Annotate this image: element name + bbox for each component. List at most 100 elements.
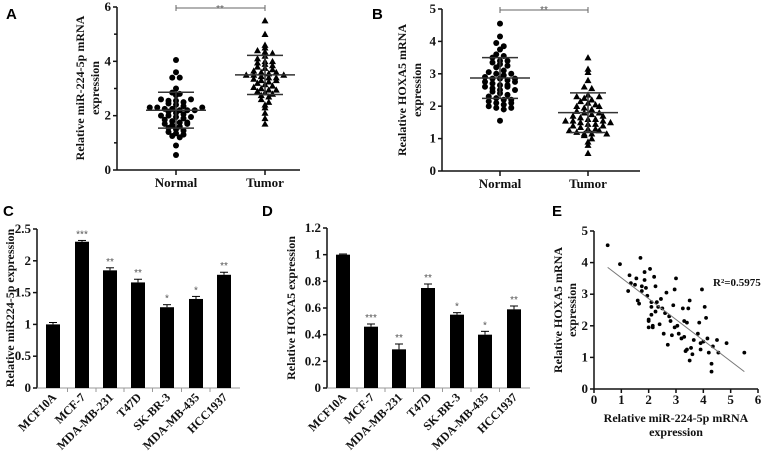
e-point bbox=[704, 316, 708, 320]
b-point-normal bbox=[500, 101, 507, 108]
b-point-normal bbox=[504, 62, 511, 69]
a-point-tumor bbox=[261, 120, 269, 127]
a-point-normal bbox=[173, 85, 179, 92]
a-point-normal bbox=[176, 74, 183, 81]
e-ylabel-line2: expression bbox=[565, 283, 579, 337]
e-point bbox=[697, 320, 702, 325]
b-point-tumor bbox=[584, 149, 592, 156]
b-point-tumor bbox=[573, 102, 581, 109]
c-significance: ** bbox=[220, 261, 228, 272]
b-point-tumor bbox=[580, 94, 588, 101]
b-point-normal bbox=[504, 91, 511, 98]
a-point-normal bbox=[199, 104, 206, 111]
c-ylabel: Relative miR224-5p expression bbox=[3, 228, 17, 387]
e-point bbox=[675, 323, 680, 328]
e-point bbox=[698, 347, 703, 352]
b-x-tick-label: Normal bbox=[479, 176, 522, 191]
e-point bbox=[656, 304, 661, 309]
a-point-tumor bbox=[269, 61, 276, 69]
d-significance: * bbox=[483, 320, 487, 331]
panel-label-b: B bbox=[372, 6, 383, 23]
e-x-tick-label: 5 bbox=[727, 392, 734, 407]
e-point bbox=[691, 338, 696, 342]
panel-label-d: D bbox=[262, 203, 273, 220]
c-bar-sk-br-3 bbox=[160, 307, 174, 388]
b-point-tumor bbox=[588, 110, 596, 118]
b-point-tumor bbox=[588, 135, 596, 142]
e-point bbox=[646, 319, 651, 323]
c-y-tick-label: 2.5 bbox=[15, 221, 32, 236]
d-ylabel: Relative HOXA5 expression bbox=[284, 236, 298, 380]
b-y-tick-label: 3 bbox=[430, 66, 437, 81]
b-point-tumor bbox=[577, 118, 584, 126]
d-bar-hcc1937 bbox=[507, 309, 521, 388]
b-point-normal bbox=[493, 99, 500, 106]
e-point bbox=[627, 273, 632, 278]
e-point bbox=[661, 331, 666, 336]
e-point bbox=[605, 243, 610, 248]
d-significance: *** bbox=[365, 313, 377, 324]
e-x-tick-label: 6 bbox=[755, 392, 762, 407]
a-point-normal bbox=[180, 127, 187, 134]
b-point-normal bbox=[500, 96, 507, 103]
e-point bbox=[685, 347, 689, 352]
e-point bbox=[680, 306, 685, 311]
e-point bbox=[653, 309, 658, 314]
a-point-tumor bbox=[257, 72, 265, 80]
b-point-normal bbox=[493, 40, 500, 47]
c-significance: * bbox=[165, 294, 169, 305]
a-point-tumor bbox=[261, 109, 269, 116]
b-point-normal bbox=[489, 59, 496, 66]
b-point-normal bbox=[500, 72, 507, 79]
e-point bbox=[687, 358, 692, 363]
b-point-normal bbox=[493, 104, 500, 111]
b-point-tumor bbox=[577, 97, 584, 105]
e-point bbox=[742, 350, 747, 355]
a-point-normal bbox=[165, 97, 172, 104]
b-point-tumor bbox=[580, 83, 588, 90]
b-point-normal bbox=[504, 82, 511, 89]
a-point-normal bbox=[146, 104, 153, 111]
c-significance: ** bbox=[106, 257, 114, 268]
a-point-tumor bbox=[254, 79, 261, 86]
b-point-normal bbox=[493, 51, 500, 58]
b-point-normal bbox=[504, 77, 511, 84]
b-y-tick-label: 2 bbox=[430, 98, 437, 113]
e-point bbox=[724, 341, 729, 346]
a-point-normal bbox=[173, 142, 179, 149]
a-point-tumor bbox=[272, 74, 280, 81]
e-point bbox=[659, 297, 663, 301]
b-point-tumor bbox=[580, 130, 588, 137]
a-y-tick-label: 2 bbox=[105, 108, 112, 123]
e-point bbox=[639, 284, 644, 289]
d-y-tick-label: 0.2 bbox=[305, 353, 321, 368]
a-point-tumor bbox=[257, 68, 265, 75]
a-point-normal bbox=[180, 99, 187, 106]
a-ylabel-line1: Relative miR-224-5p mRNA bbox=[73, 15, 87, 160]
e-point bbox=[705, 336, 710, 341]
b-point-tumor bbox=[599, 122, 607, 129]
b-point-normal bbox=[482, 83, 488, 90]
e-point bbox=[648, 267, 652, 271]
a-ylabel-line2: expression bbox=[88, 61, 102, 115]
b-point-tumor bbox=[562, 117, 569, 124]
e-point bbox=[664, 290, 669, 295]
b-y-tick-label: 1 bbox=[430, 131, 437, 146]
b-point-tumor bbox=[592, 115, 599, 122]
a-point-normal bbox=[169, 74, 176, 81]
c-y-tick-label: 1.5 bbox=[15, 285, 32, 300]
d-y-tick-label: 0 bbox=[315, 380, 322, 395]
b-point-tumor bbox=[569, 117, 577, 124]
e-xlabel-line2: expression bbox=[649, 425, 703, 439]
a-point-normal bbox=[176, 119, 183, 126]
d-y-tick-label: 1 bbox=[315, 247, 322, 262]
a-point-tumor bbox=[250, 67, 258, 74]
c-y-tick-label: 2 bbox=[25, 253, 32, 268]
e-y-tick-label: 1 bbox=[582, 349, 589, 364]
a-point-normal bbox=[169, 118, 176, 125]
d-significance: ** bbox=[424, 273, 432, 284]
e-point bbox=[686, 306, 691, 311]
c-significance: *** bbox=[76, 229, 88, 240]
c-significance: ** bbox=[134, 268, 142, 279]
